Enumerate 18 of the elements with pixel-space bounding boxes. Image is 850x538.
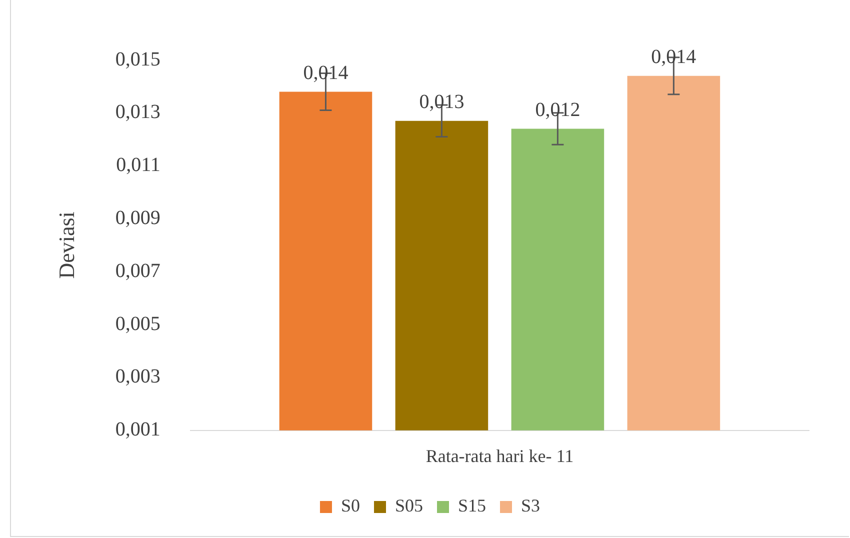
y-tick-label: 0,015 xyxy=(115,48,160,70)
y-tick-label: 0,011 xyxy=(116,154,160,176)
x-tick-label: Rata-rata hari ke- 11 xyxy=(426,446,574,466)
data-label: 0,014 xyxy=(303,62,348,84)
legend-label: S15 xyxy=(458,496,486,516)
data-label: 0,012 xyxy=(535,99,580,122)
y-tick-label: 0,001 xyxy=(115,418,160,441)
y-tick-label: 0,003 xyxy=(115,366,160,388)
legend-label: S05 xyxy=(394,496,424,516)
legend-label: S0 xyxy=(340,496,360,516)
legend-label: S3 xyxy=(521,496,540,516)
data-label: 0,013 xyxy=(419,91,464,114)
data-label: 0,014 xyxy=(651,46,696,68)
y-axis-title: Deviasi xyxy=(54,212,79,279)
y-tick-label: 0,009 xyxy=(115,206,160,229)
y-tick-label: 0,007 xyxy=(115,260,160,282)
y-tick-label: 0,005 xyxy=(115,312,160,335)
y-tick-label: 0,013 xyxy=(115,101,160,124)
